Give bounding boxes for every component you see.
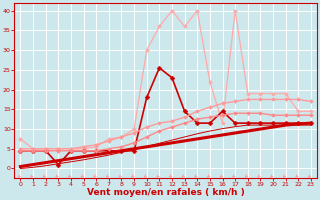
X-axis label: Vent moyen/en rafales ( km/h ): Vent moyen/en rafales ( km/h )	[87, 188, 244, 197]
